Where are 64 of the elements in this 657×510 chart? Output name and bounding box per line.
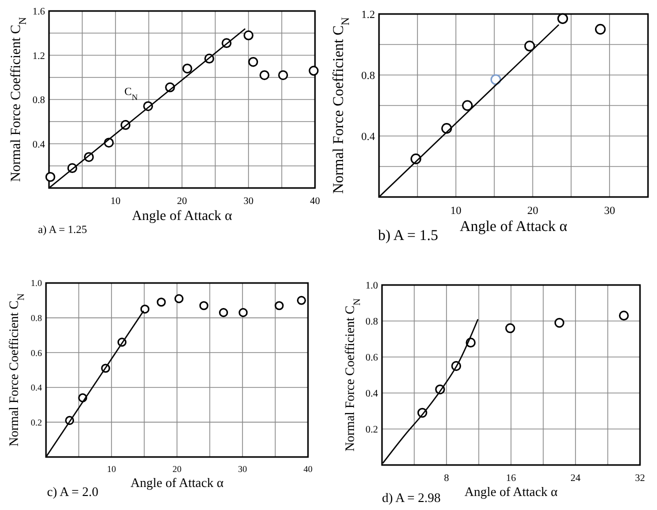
y-tick-label: 0.6 <box>366 352 378 364</box>
point <box>156 298 166 307</box>
point <box>557 13 568 24</box>
point <box>248 56 258 67</box>
point <box>490 74 502 85</box>
point <box>505 323 516 334</box>
x-tick-label: 40 <box>310 196 320 207</box>
point <box>238 308 248 318</box>
x-tick-label: 20 <box>177 196 187 207</box>
point <box>296 296 306 305</box>
point <box>244 30 254 40</box>
y-tick-label: 0.4 <box>32 139 45 150</box>
x-tick-label: 30 <box>238 464 248 474</box>
point <box>218 308 228 318</box>
x-tick-label: 30 <box>244 196 254 207</box>
y-tick-label: 1.0 <box>30 278 42 288</box>
x-axis-title: Angle of Attack α <box>130 475 224 490</box>
x-tick-label: 30 <box>604 205 616 217</box>
point <box>594 24 606 35</box>
point <box>260 70 270 80</box>
y-tick-label: 0.6 <box>30 348 42 358</box>
x-tick-label: 10 <box>107 464 116 474</box>
point <box>274 301 284 310</box>
y-tick-label: 0.2 <box>30 417 42 428</box>
x-tick-label: 10 <box>110 196 120 207</box>
x-axis-title: Angle of Attack α <box>132 209 233 224</box>
y-tick-label: 1.0 <box>366 280 378 292</box>
x-tick-label: 16 <box>506 473 516 484</box>
point <box>308 66 319 76</box>
point <box>45 172 56 182</box>
x-tick-label: 40 <box>304 464 313 474</box>
point <box>182 64 192 74</box>
point <box>618 310 629 321</box>
y-tick-label: 0.2 <box>366 424 378 436</box>
annotation: C$_{N}$ <box>124 86 138 102</box>
x-axis-title: Angle of Attack α <box>464 484 558 499</box>
point <box>524 40 536 52</box>
y-tick-label: 0.8 <box>30 312 42 323</box>
x-tick-label: 8 <box>444 473 449 484</box>
y-tick-label: 0.8 <box>361 70 376 82</box>
x-tick-label: 20 <box>527 205 539 217</box>
x-tick-label: 32 <box>635 473 645 484</box>
point <box>278 70 288 80</box>
y-tick-label: 0.4 <box>361 130 376 143</box>
x-tick-label: 24 <box>570 473 580 484</box>
point <box>462 100 473 111</box>
y-tick-label: 0.8 <box>32 95 45 106</box>
x-tick-label: 20 <box>172 464 182 474</box>
y-tick-label: 0.8 <box>366 316 378 328</box>
text: b) A = 1.5 <box>378 228 438 244</box>
y-tick-label: 0.4 <box>30 382 42 393</box>
x-tick-label: 10 <box>450 205 462 217</box>
point <box>140 304 150 314</box>
text: d) A = 2.98 <box>382 490 441 505</box>
text: a) A = 1.25 <box>38 224 88 236</box>
point <box>174 294 184 304</box>
point <box>554 318 564 328</box>
x-axis-title: Angle of Attack α <box>460 219 568 235</box>
y-tick-label: 0.4 <box>366 388 378 400</box>
point <box>199 301 208 310</box>
y-tick-label: 1.6 <box>32 6 45 18</box>
y-tick-label: 1.2 <box>32 50 45 62</box>
y-tick-label: 1.2 <box>361 8 375 21</box>
text: c) A = 2.0 <box>47 484 98 499</box>
